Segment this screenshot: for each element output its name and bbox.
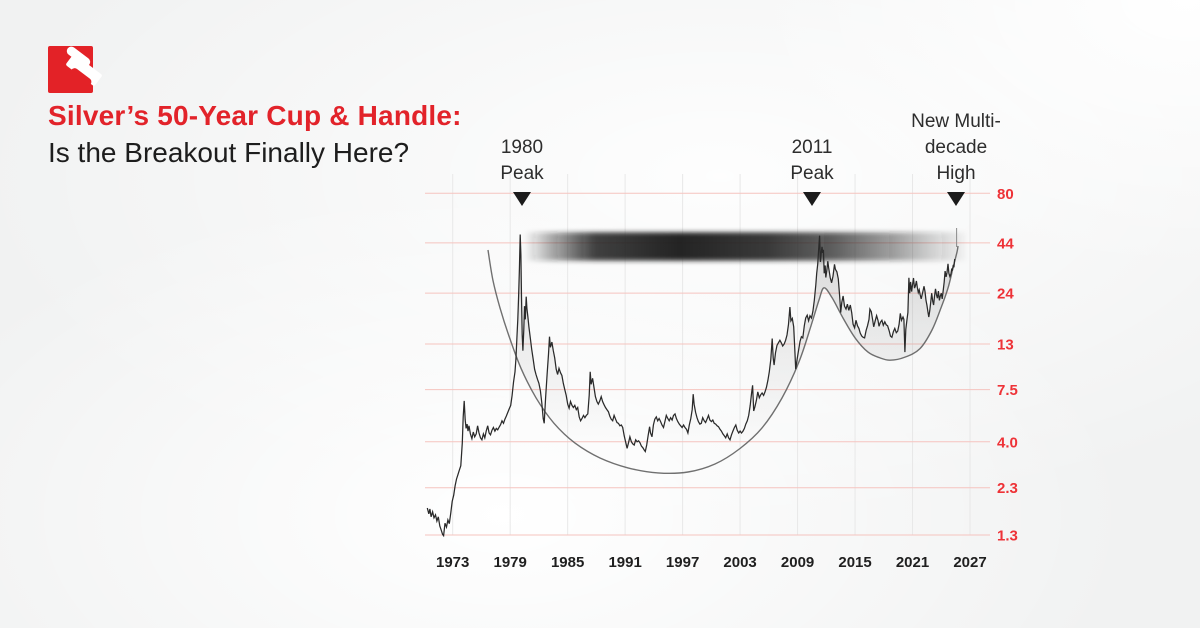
annotation-1980-peak: 1980 Peak <box>452 130 592 206</box>
y-tick-label: 44 <box>997 235 1014 252</box>
annotation-text: 1980 <box>500 137 544 158</box>
x-tick-label: 2003 <box>723 554 756 571</box>
silver-price-line <box>426 234 956 538</box>
x-tick-label: 2021 <box>896 554 929 571</box>
annotation-2011-peak: 2011 Peak <box>742 130 882 206</box>
resistance-band <box>524 232 967 261</box>
brand-logo <box>48 44 103 93</box>
y-tick-label: 4.0 <box>997 434 1018 451</box>
annotation-text: 2011 <box>791 137 833 158</box>
page-subtitle: Is the Breakout Finally Here? <box>48 137 410 168</box>
x-tick-label: 1979 <box>493 554 526 571</box>
y-tick-label: 2.3 <box>997 480 1018 497</box>
down-triangle-icon <box>803 192 821 206</box>
annotation-text: High <box>936 163 976 184</box>
down-triangle-icon <box>513 192 531 206</box>
x-tick-label: 1997 <box>666 554 699 571</box>
x-tick-label: 1973 <box>436 554 469 571</box>
y-tick-label: 7.5 <box>997 382 1018 399</box>
annotation-text: decade <box>924 137 988 158</box>
y-tick-label: 13 <box>997 337 1014 354</box>
y-tick-label: 80 <box>997 186 1014 203</box>
annotation-new-multidecade-high: New Multi- decade High <box>886 111 1026 206</box>
y-tick-label: 24 <box>997 286 1014 303</box>
annotation-text: Peak <box>790 163 834 184</box>
annotation-text: Peak <box>500 163 544 184</box>
x-tick-label: 1991 <box>608 554 641 571</box>
page-title: Silver’s 50-Year Cup & Handle: <box>48 100 462 131</box>
x-tick-label: 2009 <box>781 554 814 571</box>
x-tick-label: 2027 <box>953 554 986 571</box>
x-tick-label: 1985 <box>551 554 584 571</box>
y-tick-label: 1.3 <box>997 528 1018 545</box>
x-tick-label: 2015 <box>838 554 871 571</box>
annotation-text: New Multi- <box>911 111 1001 132</box>
headline-block: Silver’s 50-Year Cup & Handle: Is the Br… <box>48 99 462 170</box>
down-triangle-icon <box>947 192 965 206</box>
